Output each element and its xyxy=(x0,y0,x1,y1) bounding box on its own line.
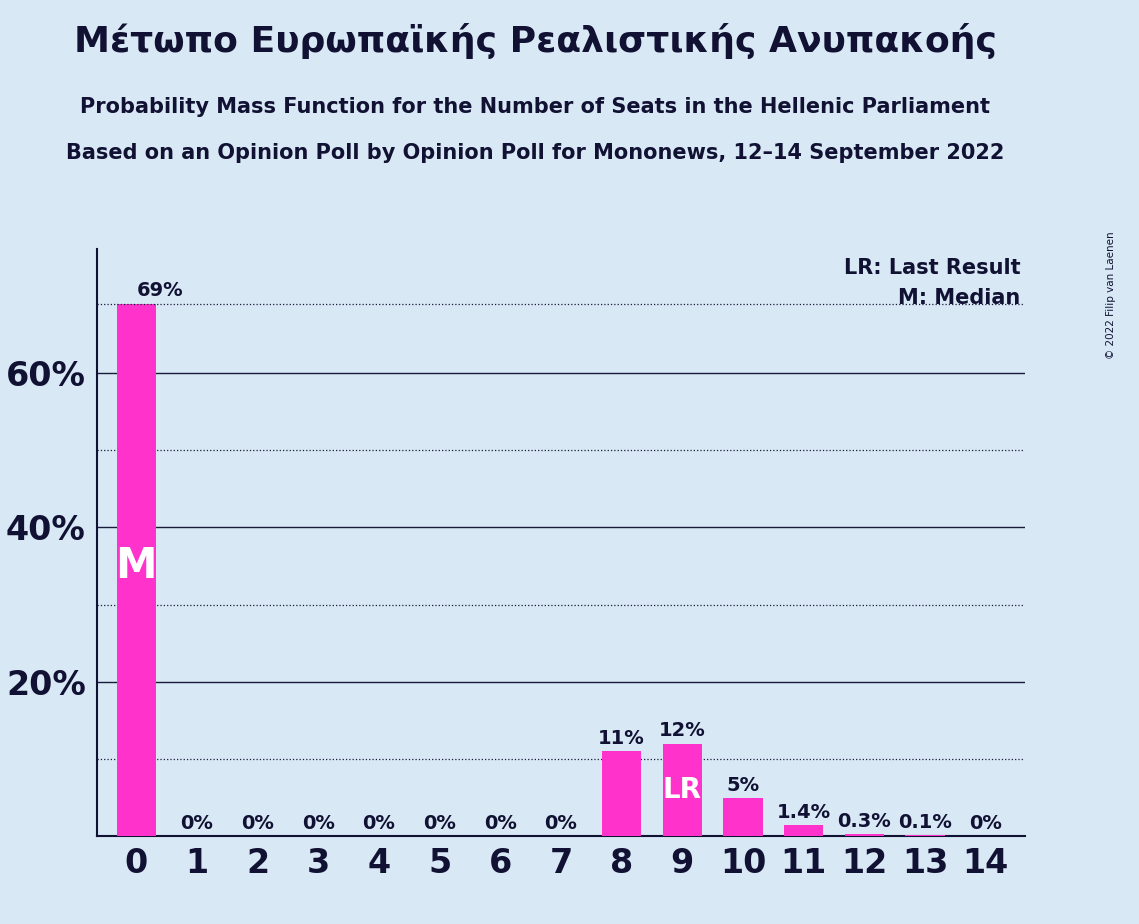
Text: Μέτωπο Ευρωπαϊκής Ρεαλιστικής Ανυπακοής: Μέτωπο Ευρωπαϊκής Ρεαλιστικής Ανυπακοής xyxy=(74,23,997,59)
Text: 11%: 11% xyxy=(598,729,645,748)
Text: 12%: 12% xyxy=(659,722,706,740)
Text: M: Median: M: Median xyxy=(899,287,1021,308)
Text: 0%: 0% xyxy=(484,814,517,833)
Text: 1.4%: 1.4% xyxy=(777,803,830,822)
Bar xyxy=(601,751,641,836)
Text: 69%: 69% xyxy=(137,282,183,300)
Bar xyxy=(845,833,884,836)
Text: 0%: 0% xyxy=(362,814,395,833)
Text: 0.3%: 0.3% xyxy=(837,812,891,831)
Text: 0%: 0% xyxy=(180,814,213,833)
Text: Based on an Opinion Poll by Opinion Poll for Mononews, 12–14 September 2022: Based on an Opinion Poll by Opinion Poll… xyxy=(66,143,1005,164)
Text: 0%: 0% xyxy=(424,814,456,833)
Text: LR: Last Result: LR: Last Result xyxy=(844,259,1021,278)
Text: 0%: 0% xyxy=(302,814,335,833)
Text: LR: LR xyxy=(663,776,702,804)
Text: 0%: 0% xyxy=(969,814,1002,833)
Text: © 2022 Filip van Laenen: © 2022 Filip van Laenen xyxy=(1106,231,1115,359)
Text: 0%: 0% xyxy=(241,814,274,833)
Bar xyxy=(663,744,702,836)
Text: Probability Mass Function for the Number of Seats in the Hellenic Parliament: Probability Mass Function for the Number… xyxy=(81,97,990,117)
Text: 5%: 5% xyxy=(727,775,760,795)
Text: M: M xyxy=(115,545,157,587)
Text: 0.1%: 0.1% xyxy=(898,813,952,833)
Bar xyxy=(116,303,156,836)
Bar xyxy=(723,797,763,836)
Text: 0%: 0% xyxy=(544,814,577,833)
Bar xyxy=(784,825,823,836)
